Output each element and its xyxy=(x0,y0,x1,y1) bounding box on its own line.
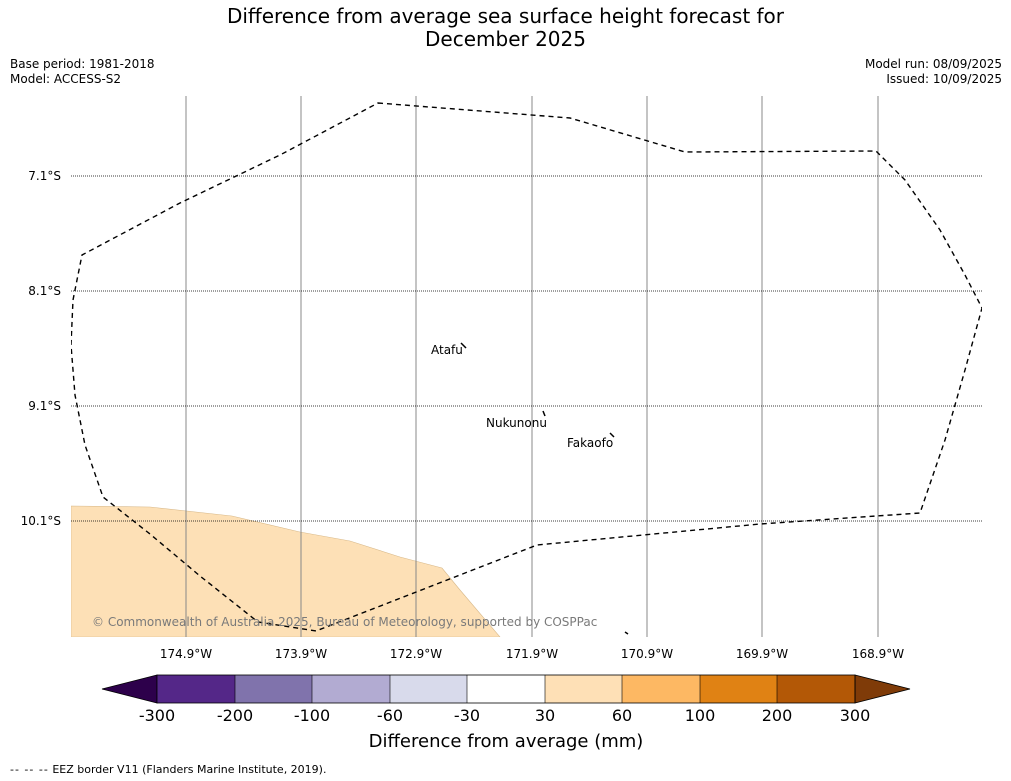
title-line-1: Difference from average sea surface heig… xyxy=(226,4,785,28)
colorbar-tick: 30 xyxy=(535,706,555,725)
base-period: Base period: 1981-2018 xyxy=(10,57,155,71)
lon-label: 174.9°W xyxy=(160,647,212,661)
lat-label: 7.1°S xyxy=(28,169,61,183)
lon-label: 173.9°W xyxy=(275,647,327,661)
colorbar-segment xyxy=(545,675,622,703)
colorbar-tick: 60 xyxy=(612,706,632,725)
colorbar-tick: -100 xyxy=(294,706,330,725)
colorbar-ticks: -300 -200 -100 -60 -30 30 60 100 200 300 xyxy=(139,706,870,725)
small-island xyxy=(624,631,629,635)
footer-note: -- -- -- EEZ border V11 (Flanders Marine… xyxy=(10,763,326,776)
latitude-gridlines xyxy=(71,175,982,522)
place-label-fakaofo: Fakaofo xyxy=(567,436,613,450)
lon-label: 172.9°W xyxy=(390,647,442,661)
model-name: Model: ACCESS-S2 xyxy=(10,72,122,86)
eez-legend-symbol: -- -- -- xyxy=(10,763,49,776)
latitude-labels: 7.1°S 8.1°S 9.1°S 10.1°S xyxy=(21,169,61,528)
lon-label: 171.9°W xyxy=(506,647,558,661)
longitude-gridlines xyxy=(185,96,879,637)
colorbar-tick: -30 xyxy=(454,706,480,725)
place-label-atafu: Atafu xyxy=(431,343,463,357)
colorbar-segment xyxy=(235,675,312,703)
meta-right: Model run: 08/09/2025 Issued: 10/09/2025 xyxy=(865,57,1002,87)
eez-source-text: EEZ border V11 (Flanders Marine Institut… xyxy=(52,763,327,776)
colorbar-tick: -60 xyxy=(377,706,403,725)
place-label-nukunonu: Nukunonu xyxy=(486,416,547,430)
colorbar-extend-high xyxy=(854,674,911,704)
colorbar-segment xyxy=(390,675,467,703)
meta-left: Base period: 1981-2018 Model: ACCESS-S2 xyxy=(10,57,155,87)
copyright-notice: © Commonwealth of Australia 2025, Bureau… xyxy=(92,615,597,629)
colorbar-outline xyxy=(156,674,856,704)
fakaofo-island xyxy=(609,432,615,438)
lat-label: 8.1°S xyxy=(28,284,61,298)
lon-label: 170.9°W xyxy=(621,647,673,661)
colorbar-segment xyxy=(467,675,545,703)
map-title: Difference from average sea surface heig… xyxy=(0,5,1011,51)
lon-label: 169.9°W xyxy=(736,647,788,661)
colorbar-label: Difference from average (mm) xyxy=(369,731,644,752)
issued-date: Issued: 10/09/2025 xyxy=(886,72,1002,86)
colorbar-tick: 100 xyxy=(685,706,716,725)
colorbar-segment xyxy=(157,675,235,703)
lat-label: 9.1°S xyxy=(28,399,61,413)
colorbar-tick: 200 xyxy=(762,706,793,725)
eez-border xyxy=(71,102,982,632)
nukunonu-island xyxy=(542,410,546,417)
colorbar-segment xyxy=(700,675,777,703)
colorbar-extend-low xyxy=(101,674,158,704)
colorbar-segment xyxy=(777,675,855,703)
title-line-2: December 2025 xyxy=(425,27,586,51)
longitude-labels: 174.9°W 173.9°W 172.9°W 171.9°W 170.9°W … xyxy=(160,647,904,661)
lat-label: 10.1°S xyxy=(21,514,61,528)
colorbar-tick: -200 xyxy=(217,706,253,725)
lon-label: 168.9°W xyxy=(852,647,904,661)
anomaly-region xyxy=(71,505,501,637)
colorbar-segment xyxy=(622,675,700,703)
atafu-island xyxy=(460,342,467,349)
colorbar-tick: -300 xyxy=(139,706,175,725)
map-area: Atafu Nukunonu Fakaofo © Commonwealth of… xyxy=(71,96,982,637)
colorbar-segment xyxy=(312,675,390,703)
colorbar-dividers xyxy=(234,675,778,703)
colorbar: -300 -200 -100 -60 -30 30 60 100 200 300… xyxy=(101,674,911,752)
colorbar-tick: 300 xyxy=(840,706,871,725)
model-run: Model run: 08/09/2025 xyxy=(864,57,1002,71)
